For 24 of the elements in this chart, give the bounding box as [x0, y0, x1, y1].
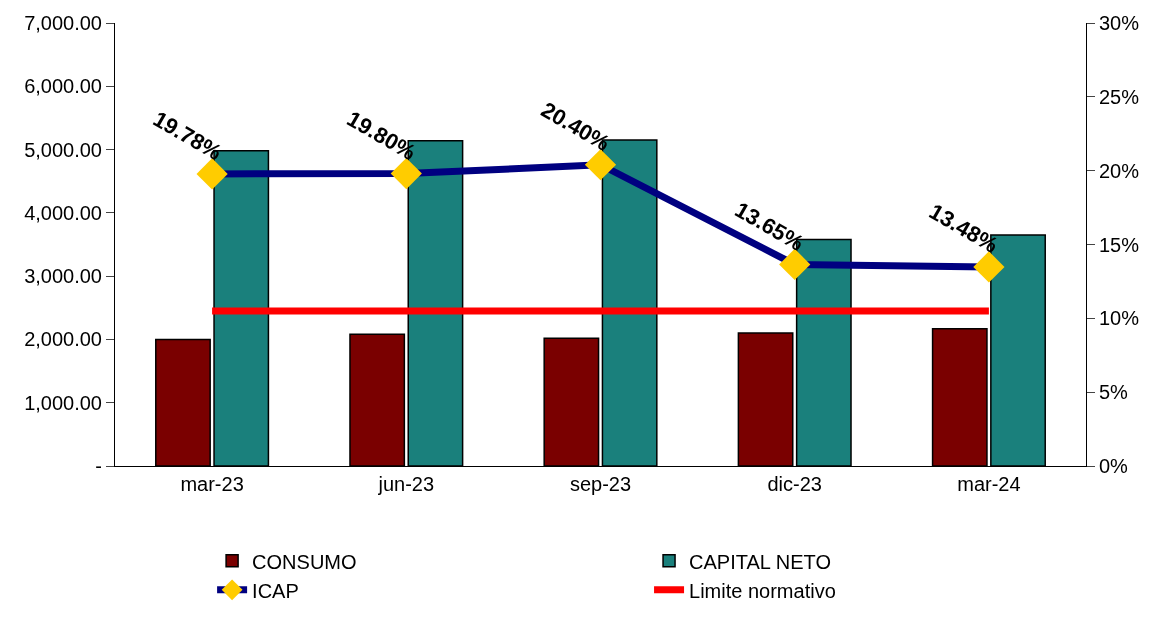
x-tick-label: mar-23: [180, 473, 244, 495]
legend-label: CONSUMO: [252, 550, 357, 573]
x-tick-label: sep-23: [569, 473, 632, 495]
legend-label: ICAP: [252, 579, 299, 602]
y-tick-label: 3,000.00: [24, 265, 102, 288]
y2-tick-label: 10%: [1099, 307, 1140, 330]
y2-tick-label: 25%: [1099, 85, 1140, 108]
y-tick-label: 6,000.00: [24, 75, 102, 98]
y-tick-label: 5,000.00: [24, 138, 102, 161]
legend-label: Limite normativo: [689, 579, 836, 602]
y-tick-label: 2,000.00: [24, 328, 102, 351]
x-tick-label: dic-23: [767, 473, 822, 495]
y2-tick-label: 15%: [1099, 233, 1140, 256]
y2-tick-label: 5%: [1099, 381, 1129, 404]
y-tick-label: 1,000.00: [24, 391, 102, 414]
x-tick-label: jun-23: [377, 473, 435, 495]
x-tick-label: mar-24: [957, 473, 1021, 495]
y-tick-label: 4,000.00: [24, 201, 102, 224]
y2-tick-label: 30%: [1099, 12, 1140, 34]
y-tick-label: -: [95, 455, 102, 477]
legend-label: CAPITAL NETO: [689, 550, 831, 573]
y2-tick-label: 20%: [1099, 159, 1140, 182]
y-tick-label: 7,000.00: [24, 12, 102, 34]
y2-tick-label: 0%: [1099, 455, 1129, 477]
